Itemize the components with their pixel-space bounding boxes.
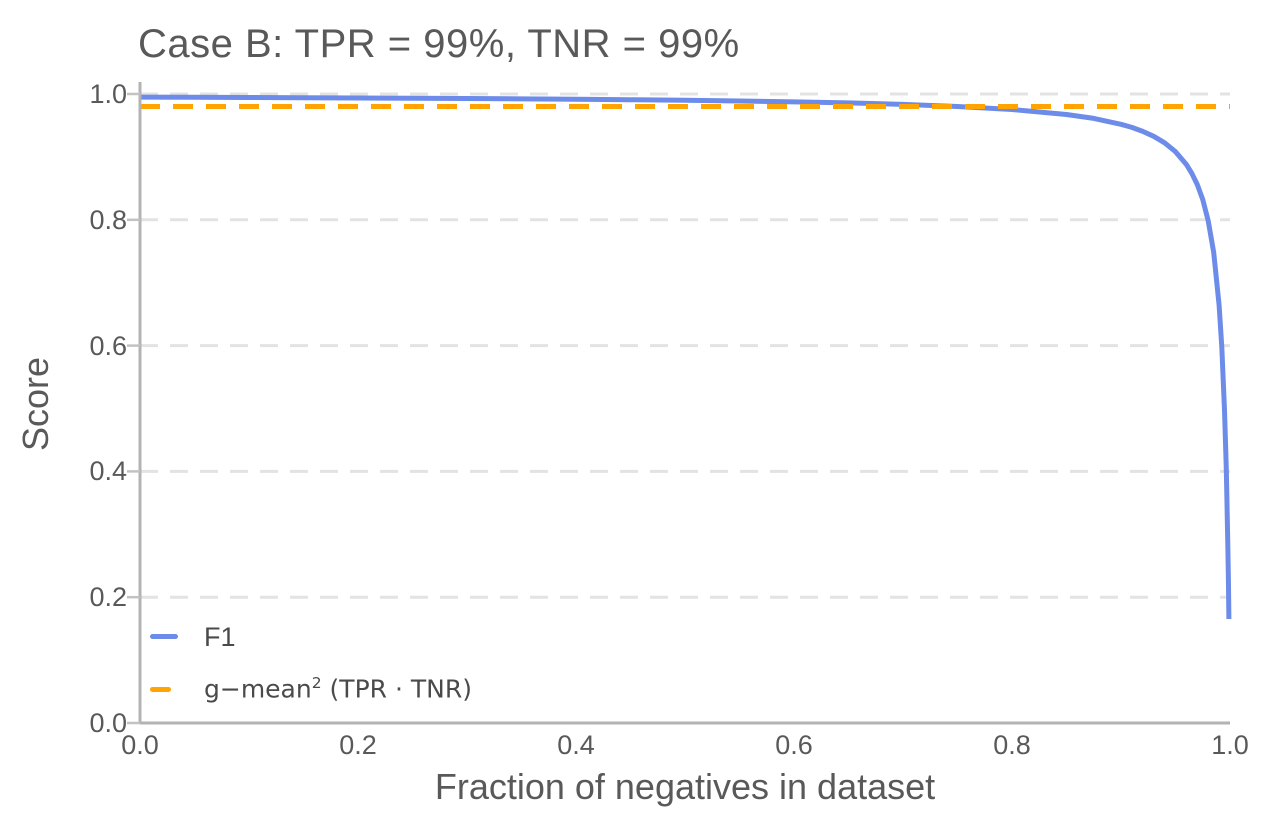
y-axis-label: Score: [15, 356, 56, 452]
series-f1: [139, 94, 1232, 620]
x-tick-label-0.0: 0.0: [121, 730, 159, 760]
y-tick-label-0.2: 0.2: [89, 582, 127, 613]
chart-title: Case B: TPR = 99%, TNR = 99%: [138, 22, 740, 66]
y-tick-label-0.6: 0.6: [89, 330, 127, 361]
x-axis-label: Fraction of negatives in dataset: [434, 766, 936, 807]
y-tick-label-0.0: 0.0: [89, 708, 127, 738]
y-tick-label-0.4: 0.4: [89, 456, 127, 487]
gmean-label-exponent: 2: [311, 674, 322, 692]
gmean-label-prefix: g−mean: [204, 674, 312, 704]
gmean-legend-dash: [150, 687, 171, 692]
f1-legend-line: [150, 634, 178, 639]
x-tick-label-1.0: 1.0: [1211, 730, 1249, 760]
gmean-label-suffix: (TPR · TNR): [321, 674, 472, 704]
x-tick-label-0.2: 0.2: [339, 730, 377, 760]
y-tick-label-1.0: 1.0: [89, 79, 127, 109]
x-tick-label-0.8: 0.8: [993, 730, 1031, 760]
x-tick-label-0.6: 0.6: [775, 730, 813, 760]
y-tick-label-0.8: 0.8: [89, 204, 127, 235]
f1-legend-label: F1: [204, 622, 236, 652]
x-tick-label-0.4: 0.4: [557, 730, 595, 760]
gmean-legend-label: g−mean2 (TPR · TNR): [204, 674, 472, 703]
